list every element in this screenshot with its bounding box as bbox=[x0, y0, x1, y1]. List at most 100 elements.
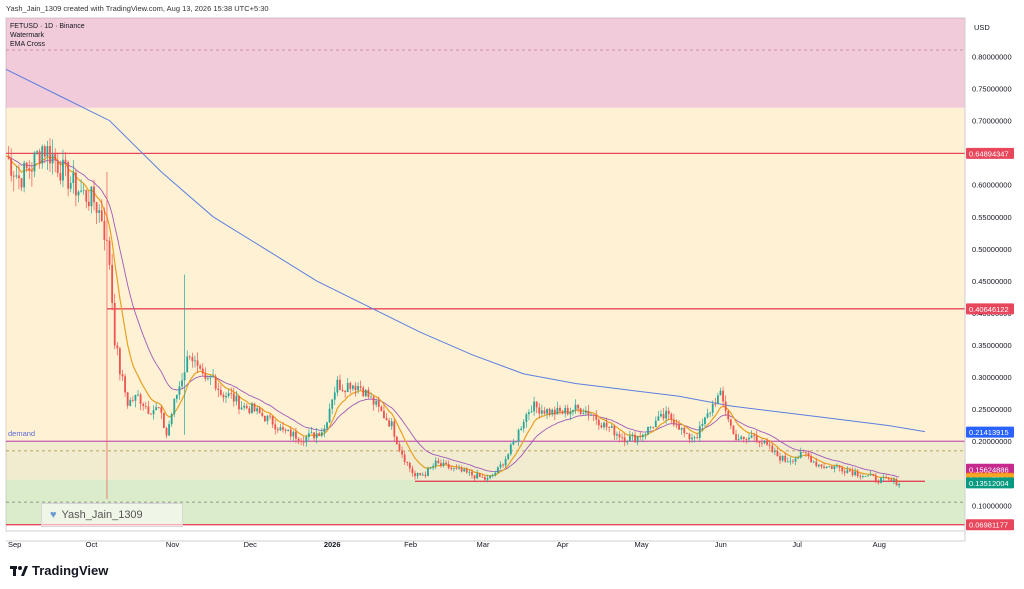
candle-body bbox=[634, 434, 636, 443]
candle-body bbox=[90, 186, 93, 207]
tradingview-logo-icon bbox=[10, 565, 28, 576]
candle-body bbox=[538, 407, 541, 414]
candle-body bbox=[867, 475, 869, 477]
time-tick-label: Aug bbox=[873, 540, 886, 549]
candle-body bbox=[421, 474, 424, 476]
demand-zone-label: demand bbox=[8, 429, 35, 438]
candle-body bbox=[773, 451, 776, 453]
candle-body bbox=[163, 412, 165, 429]
candle-body bbox=[460, 468, 463, 472]
candle-body bbox=[328, 408, 331, 423]
time-tick-label: Jul bbox=[792, 540, 802, 549]
candle-body bbox=[843, 471, 846, 473]
candle-body bbox=[173, 398, 176, 415]
tradingview-brand[interactable]: TradingView bbox=[10, 563, 108, 578]
candle-body bbox=[564, 407, 567, 414]
candle-body bbox=[51, 154, 54, 164]
candle-body bbox=[354, 385, 357, 391]
candle-body bbox=[30, 170, 33, 172]
candle-body bbox=[240, 407, 243, 410]
candle-body bbox=[517, 429, 520, 442]
candle-body bbox=[683, 427, 686, 434]
time-tick-label: Dec bbox=[244, 540, 258, 549]
candle-body bbox=[401, 450, 403, 455]
candle-body bbox=[25, 162, 28, 169]
candle-body bbox=[385, 418, 388, 421]
candle-body bbox=[372, 396, 375, 405]
candle-body bbox=[698, 425, 701, 439]
candle-body bbox=[367, 389, 370, 397]
candle-body bbox=[393, 421, 396, 437]
candle-body bbox=[810, 456, 813, 463]
candle-body bbox=[447, 464, 450, 469]
candle-body bbox=[836, 465, 838, 467]
candle-body bbox=[274, 424, 277, 430]
candle-body bbox=[869, 474, 872, 476]
candle-body bbox=[126, 392, 129, 406]
candle-body bbox=[711, 403, 714, 413]
demand-zone bbox=[6, 441, 965, 480]
candle-body bbox=[56, 160, 59, 174]
tradingview-brand-name: TradingView bbox=[32, 563, 109, 578]
candle-body bbox=[685, 433, 688, 434]
candle-body bbox=[779, 456, 781, 461]
candle-body bbox=[388, 420, 391, 427]
candle-body bbox=[59, 173, 62, 181]
long-moving-average-line bbox=[5, 68, 926, 433]
price-tag-text: 0.06981177 bbox=[969, 521, 1008, 530]
candle-body bbox=[654, 420, 657, 428]
candle-body bbox=[652, 426, 655, 428]
price-tag-text: 0.64894347 bbox=[969, 149, 1009, 158]
candle-body bbox=[763, 440, 766, 444]
time-tick-label: Jun bbox=[715, 540, 727, 549]
candle-body bbox=[36, 151, 38, 153]
candle-body bbox=[194, 360, 196, 362]
candle-body bbox=[758, 441, 761, 443]
price-tag: 0.40646122 bbox=[966, 303, 1014, 315]
candle-body bbox=[150, 413, 152, 415]
candle-body bbox=[841, 467, 844, 472]
price-tick-label: 0.35000000 bbox=[972, 341, 1012, 350]
candle-body bbox=[807, 453, 810, 457]
candle-body bbox=[825, 466, 828, 468]
candle-body bbox=[706, 413, 709, 418]
candle-body bbox=[269, 415, 271, 417]
candle-body bbox=[207, 378, 209, 379]
candle-body bbox=[248, 408, 251, 413]
candle-body bbox=[377, 401, 380, 407]
candle-body bbox=[432, 466, 435, 468]
candle-body bbox=[830, 466, 833, 469]
candle-body bbox=[890, 479, 893, 482]
candle-body bbox=[874, 475, 877, 482]
candle-body bbox=[525, 414, 528, 422]
candle-body bbox=[748, 437, 750, 440]
candle-body bbox=[566, 407, 569, 415]
candle-body bbox=[649, 426, 652, 428]
candle-body bbox=[310, 432, 313, 434]
candle-body bbox=[380, 406, 383, 411]
price-tag-text: 0.40646122 bbox=[969, 305, 1009, 314]
candle-body bbox=[152, 410, 155, 415]
price-tick-label: 0.10000000 bbox=[972, 501, 1012, 510]
candle-body bbox=[504, 459, 507, 466]
candle-body bbox=[577, 404, 580, 409]
candle-body bbox=[546, 409, 548, 414]
candle-body bbox=[693, 437, 696, 439]
candle-body bbox=[121, 374, 124, 377]
price-tag: 0.06981177 bbox=[966, 519, 1014, 531]
candle-body bbox=[196, 360, 199, 366]
candle-body bbox=[346, 382, 349, 393]
candle-body bbox=[735, 434, 737, 440]
candle-body bbox=[38, 151, 41, 164]
candle-body bbox=[817, 464, 820, 467]
candle-body bbox=[484, 477, 486, 480]
candle-body bbox=[861, 476, 864, 477]
candle-body bbox=[838, 465, 841, 468]
candle-body bbox=[23, 162, 26, 188]
candle-body bbox=[209, 377, 212, 379]
candle-body bbox=[468, 471, 471, 473]
legend-line: FETUSD · 1D · Binance bbox=[10, 23, 85, 30]
candle-body bbox=[62, 159, 64, 181]
time-tick-label: May bbox=[634, 540, 648, 549]
